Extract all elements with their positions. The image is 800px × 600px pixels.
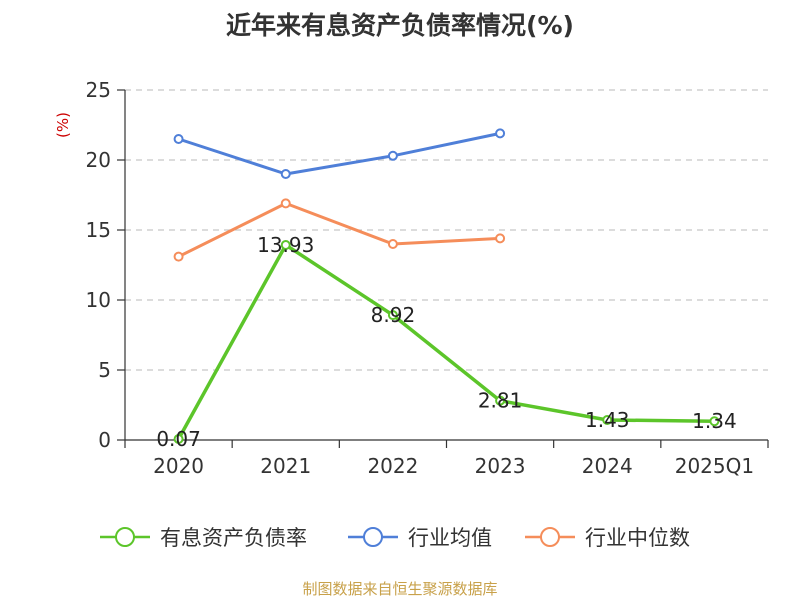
legend-item: 行业中位数 xyxy=(525,526,690,550)
y-tick-label: 0 xyxy=(98,428,111,452)
data-point xyxy=(280,239,291,250)
data-point xyxy=(387,150,398,161)
legend-label: 行业中位数 xyxy=(585,526,690,550)
data-point xyxy=(602,414,613,425)
y-axis-unit-label: (%) xyxy=(54,112,72,138)
legend-marker xyxy=(115,527,135,547)
x-tick-label: 2020 xyxy=(153,454,204,478)
legend-label: 行业均值 xyxy=(408,526,492,550)
data-label: 2.81 xyxy=(478,389,523,413)
legend-label: 有息资产负债率 xyxy=(160,526,307,550)
source-note: 制图数据来自恒生聚源数据库 xyxy=(302,580,498,598)
data-label: 0.07 xyxy=(156,427,201,451)
y-tick-label: 25 xyxy=(86,78,111,102)
data-point xyxy=(709,416,720,427)
data-point xyxy=(387,239,398,249)
legend-marker xyxy=(363,527,383,547)
data-labels: 0.07 13.93 8.92 2.81 1.43 1.34 xyxy=(156,233,736,451)
y-tick-label: 10 xyxy=(86,288,111,312)
data-point xyxy=(387,310,398,321)
legend-marker xyxy=(540,527,560,547)
grid-lines xyxy=(125,89,768,371)
data-point xyxy=(173,434,184,445)
data-point xyxy=(280,198,291,209)
legend: 有息资产负债率 行业均值 行业中位数 xyxy=(100,526,690,550)
series-line-0 xyxy=(176,243,717,441)
y-tick-label: 5 xyxy=(98,358,111,382)
x-axis-ticks: 2020 2021 2022 2023 2024 2025Q1 xyxy=(124,440,769,478)
y-tick-label: 20 xyxy=(86,148,111,172)
series-line-2 xyxy=(177,201,502,259)
data-point xyxy=(280,169,291,179)
y-axis-ticks: 0 5 10 15 20 25 xyxy=(86,78,125,452)
y-tick-label: 15 xyxy=(86,218,111,242)
data-point xyxy=(173,134,184,144)
series-lines xyxy=(173,128,720,445)
data-point xyxy=(495,128,506,139)
legend-item: 有息资产负债率 xyxy=(100,526,307,550)
series-line-1 xyxy=(177,131,502,176)
data-point xyxy=(173,251,184,262)
data-point xyxy=(495,395,506,406)
data-label: 1.43 xyxy=(585,408,630,432)
axes xyxy=(124,90,768,441)
x-tick-label: 2021 xyxy=(260,454,311,478)
legend-item: 行业均值 xyxy=(348,526,492,550)
x-tick-label: 2022 xyxy=(367,454,418,478)
x-tick-label: 2025Q1 xyxy=(675,454,754,478)
data-label: 8.92 xyxy=(371,303,416,327)
x-tick-label: 2023 xyxy=(475,454,526,478)
data-label: 13.93 xyxy=(257,233,314,257)
chart-title: 近年来有息资产负债率情况(%) xyxy=(226,11,574,40)
data-label: 1.34 xyxy=(692,409,737,433)
x-tick-label: 2024 xyxy=(582,454,633,478)
data-point xyxy=(495,233,506,244)
